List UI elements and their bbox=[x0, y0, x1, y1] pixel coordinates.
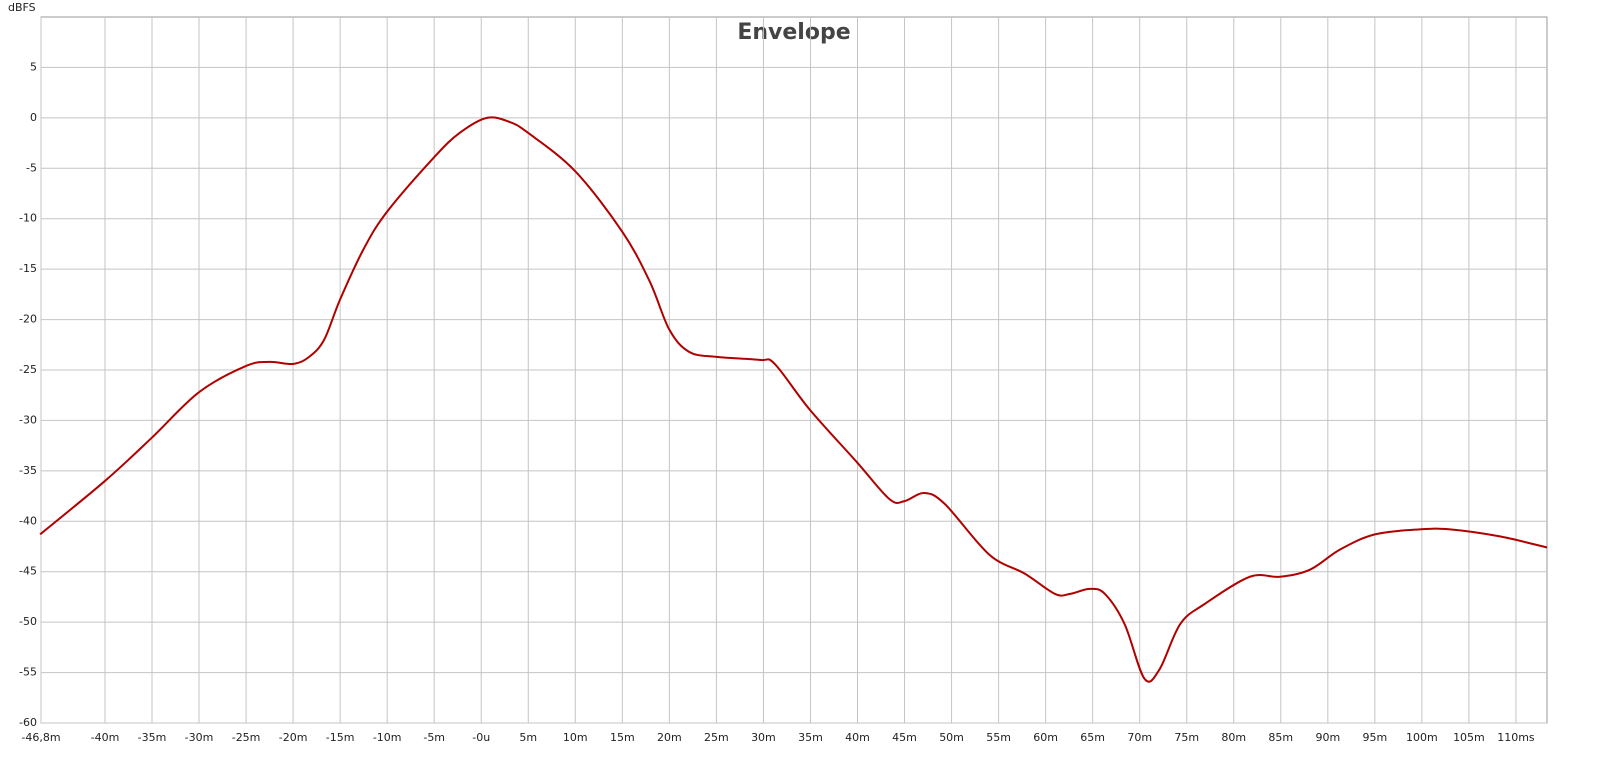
envelope-line bbox=[39, 116, 1548, 683]
x-tick-label: 85m bbox=[1268, 731, 1293, 744]
x-tick-label: 30m bbox=[751, 731, 776, 744]
x-tick-label: 5m bbox=[519, 731, 537, 744]
y-tick-label: -25 bbox=[19, 363, 37, 376]
y-tick-label: -55 bbox=[19, 666, 37, 679]
x-tick-label: 45m bbox=[892, 731, 917, 744]
x-tick-label: 105m bbox=[1453, 731, 1485, 744]
x-tick-label: 90m bbox=[1315, 731, 1340, 744]
x-tick-label: 15m bbox=[610, 731, 635, 744]
y-tick-label: -45 bbox=[19, 565, 37, 578]
x-tick-label: -25m bbox=[232, 731, 261, 744]
x-tick-label: -10m bbox=[373, 731, 402, 744]
y-tick-label: 5 bbox=[30, 60, 37, 73]
x-tick-label: -0u bbox=[472, 731, 490, 744]
x-tick-label: 20m bbox=[657, 731, 682, 744]
x-tick-label: 40m bbox=[845, 731, 870, 744]
x-tick-label: -46,8m bbox=[21, 731, 60, 744]
y-tick-label: -5 bbox=[26, 161, 37, 174]
x-tick-label: 75m bbox=[1174, 731, 1199, 744]
y-axis-label: dBFS bbox=[8, 1, 36, 14]
y-tick-label: -40 bbox=[19, 514, 37, 527]
x-tick-label: 70m bbox=[1127, 731, 1152, 744]
y-tick-label: -10 bbox=[19, 212, 37, 225]
x-tick-label: 10m bbox=[563, 731, 588, 744]
x-tick-label: -35m bbox=[138, 731, 167, 744]
x-tick-label: -20m bbox=[279, 731, 308, 744]
x-tick-label: 55m bbox=[986, 731, 1011, 744]
y-tick-label: -50 bbox=[19, 615, 37, 628]
x-tick-label: 65m bbox=[1080, 731, 1105, 744]
x-tick-label: 25m bbox=[704, 731, 729, 744]
x-tick-label: 80m bbox=[1221, 731, 1246, 744]
x-tick-label: 35m bbox=[798, 731, 823, 744]
x-tick-label: 95m bbox=[1362, 731, 1387, 744]
y-tick-label: 0 bbox=[30, 111, 37, 124]
y-tick-label: -15 bbox=[19, 262, 37, 275]
y-tick-label: -30 bbox=[19, 413, 37, 426]
y-tick-label: -60 bbox=[19, 716, 37, 729]
x-tick-label: 110ms bbox=[1497, 731, 1535, 744]
y-tick-label: -20 bbox=[19, 313, 37, 326]
x-tick-label: -15m bbox=[326, 731, 355, 744]
chart-title: Envelope bbox=[737, 20, 850, 45]
x-tick-label: -5m bbox=[423, 731, 445, 744]
x-tick-label: 60m bbox=[1033, 731, 1058, 744]
y-tick-label: -35 bbox=[19, 464, 37, 477]
x-tick-label: -40m bbox=[91, 731, 120, 744]
x-tick-label: 100m bbox=[1406, 731, 1438, 744]
x-tick-label: -30m bbox=[185, 731, 214, 744]
x-tick-label: 50m bbox=[939, 731, 964, 744]
